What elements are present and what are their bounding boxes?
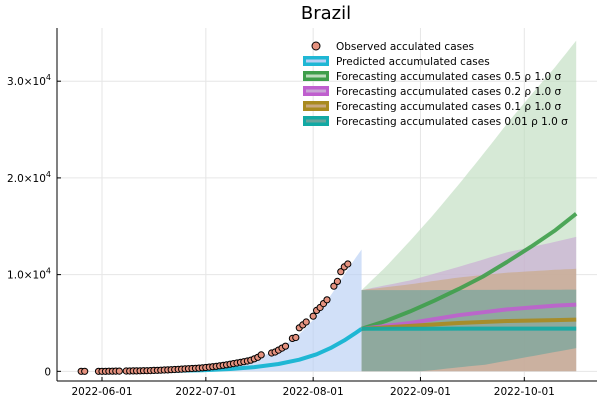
x-tick-label: 2022-10-01 <box>494 386 555 398</box>
legend-label: Observed acculated cases <box>336 41 474 53</box>
observed-points <box>77 260 352 375</box>
axes <box>56 28 597 382</box>
observed-point <box>330 282 338 290</box>
observed-point <box>115 367 123 375</box>
series-lines <box>129 212 578 374</box>
legend-label: Forecasting accumulated cases 0.2 ρ 1.0 … <box>336 86 561 98</box>
legend: Observed acculated cases Predicted accumu… <box>303 41 568 128</box>
observed-point <box>257 351 265 359</box>
observed-point <box>309 312 317 320</box>
observed-point <box>337 268 345 276</box>
chart-title: Brazil <box>301 3 351 24</box>
tick-labels: 2022-06-01 2022-07-01 2022-08-01 2022-09-01… <box>7 73 555 398</box>
observed-point <box>344 260 352 268</box>
x-tick-label: 2022-07-01 <box>175 386 236 398</box>
legend-label: Forecasting accumulated cases 0.1 ρ 1.0 … <box>336 101 561 113</box>
observed-point <box>281 342 290 350</box>
observed-point <box>81 367 89 375</box>
y-tick-label: 1.0×104 <box>7 267 51 282</box>
x-tick-label: 2022-06-01 <box>71 386 132 398</box>
x-tick-label: 2022-09-01 <box>390 386 451 398</box>
series-line-3 <box>361 302 577 331</box>
legend-marker <box>311 41 321 51</box>
observed-point <box>302 318 310 326</box>
legend-label: Predicted accumulated cases <box>336 56 490 68</box>
y-tick-label: 2.0×104 <box>7 170 51 185</box>
y-tick-label: 0 <box>44 366 51 378</box>
series-line-2 <box>360 212 578 331</box>
x-tick-label: 2022-08-01 <box>283 386 344 398</box>
y-tick-label: 3.0×104 <box>7 73 51 88</box>
observed-point <box>292 333 300 342</box>
observed-point <box>333 277 341 285</box>
band-1 <box>129 249 362 372</box>
legend-label: Forecasting accumulated cases 0.5 ρ 1.0 … <box>336 71 561 83</box>
observed-point <box>323 296 331 304</box>
series-line-4 <box>361 317 577 331</box>
legend-label: Forecasting accumulated cases 0.01 ρ 1.0… <box>336 116 568 128</box>
